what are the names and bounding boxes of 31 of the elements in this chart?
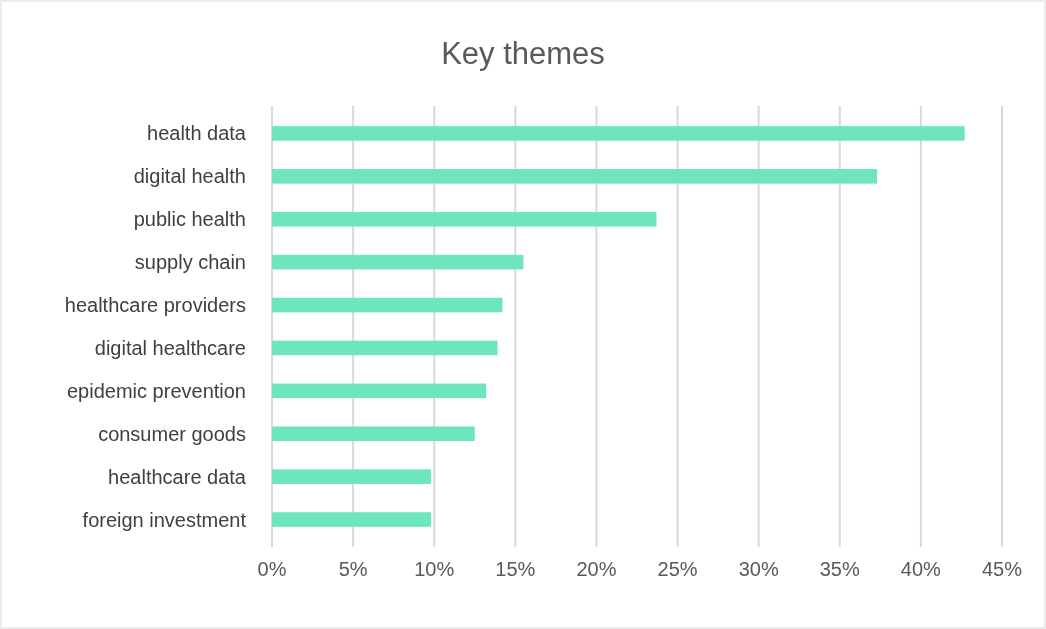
- y-tick-label: health data: [147, 122, 247, 145]
- bar: [272, 169, 878, 184]
- bar: [272, 211, 657, 227]
- bar: [272, 297, 503, 313]
- y-tick-label: healthcare providers: [64, 294, 246, 317]
- bar: [272, 469, 431, 484]
- y-tick-label: supply chain: [134, 251, 246, 274]
- bar: [272, 340, 498, 356]
- y-tick-label: epidemic prevention: [67, 379, 246, 402]
- y-tick-label: public health: [133, 208, 246, 231]
- x-tick-label: 15%: [495, 558, 536, 580]
- y-tick-label: digital health: [133, 165, 246, 188]
- x-tick-label: 45%: [981, 558, 1023, 580]
- x-tick-label: 35%: [819, 558, 861, 580]
- y-tick-label: digital healthcare: [94, 336, 246, 359]
- x-tick-label: 30%: [738, 558, 779, 580]
- x-tick-label: 40%: [900, 558, 942, 580]
- y-tick-label: healthcare data: [108, 465, 247, 488]
- x-tick-label: 0%: [257, 558, 287, 580]
- bar: [272, 254, 524, 270]
- y-tick-label: foreign investment: [82, 508, 247, 531]
- x-tick-label: 10%: [414, 558, 455, 580]
- x-tick-label: 20%: [576, 558, 617, 580]
- bar: [272, 383, 487, 399]
- y-tick-label: consumer goods: [98, 422, 246, 445]
- x-tick-label: 25%: [657, 558, 698, 580]
- x-tick-label: 5%: [338, 558, 368, 580]
- chart-title: Key themes: [441, 36, 605, 71]
- bar: [272, 512, 431, 527]
- bar: [272, 426, 475, 442]
- bar: [272, 126, 965, 141]
